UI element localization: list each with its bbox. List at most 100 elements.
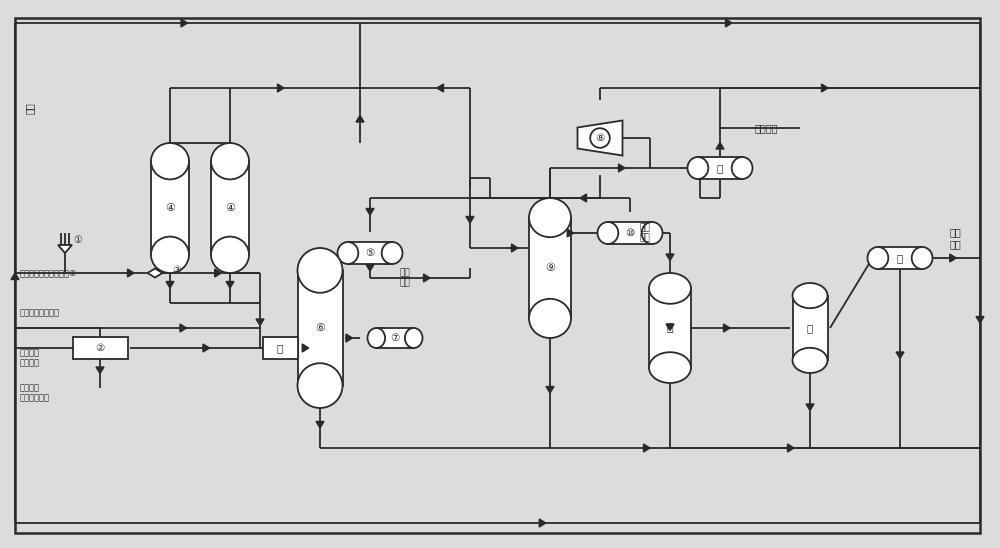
- Polygon shape: [580, 194, 586, 202]
- Polygon shape: [618, 164, 625, 172]
- Polygon shape: [788, 444, 794, 452]
- Ellipse shape: [211, 237, 249, 273]
- Text: ⑪: ⑪: [717, 163, 723, 173]
- Text: ⑧: ⑧: [595, 133, 605, 143]
- Polygon shape: [567, 229, 574, 237]
- Ellipse shape: [649, 352, 691, 383]
- Polygon shape: [128, 269, 134, 277]
- Text: 净化水自酸性水汽提来③: 净化水自酸性水汽提来③: [20, 269, 78, 277]
- Polygon shape: [896, 352, 904, 358]
- Bar: [298, 270, 342, 386]
- Polygon shape: [724, 324, 730, 332]
- Polygon shape: [316, 421, 324, 428]
- Ellipse shape: [151, 143, 189, 179]
- Polygon shape: [181, 19, 188, 27]
- Bar: [649, 288, 691, 368]
- Bar: [529, 218, 571, 318]
- Polygon shape: [512, 244, 518, 252]
- Polygon shape: [725, 19, 732, 27]
- Polygon shape: [203, 344, 210, 352]
- Polygon shape: [356, 116, 364, 122]
- Ellipse shape: [792, 348, 828, 373]
- Polygon shape: [58, 245, 72, 253]
- Text: ⑭: ⑭: [897, 253, 903, 263]
- Polygon shape: [166, 282, 174, 288]
- Bar: [878, 247, 922, 269]
- Text: ⑦: ⑦: [390, 333, 400, 343]
- Polygon shape: [716, 142, 724, 149]
- Ellipse shape: [792, 283, 828, 308]
- Polygon shape: [806, 404, 814, 410]
- Text: 净化水自
酸性水汽提来: 净化水自 酸性水汽提来: [20, 383, 50, 403]
- Bar: [262, 337, 298, 359]
- Polygon shape: [424, 274, 430, 282]
- Polygon shape: [666, 324, 674, 330]
- Ellipse shape: [298, 363, 342, 408]
- Bar: [608, 222, 652, 244]
- Text: ⑫: ⑫: [667, 323, 673, 333]
- Polygon shape: [180, 324, 186, 332]
- Ellipse shape: [912, 247, 932, 269]
- Ellipse shape: [151, 237, 189, 273]
- Polygon shape: [96, 367, 104, 374]
- Text: ①: ①: [73, 235, 82, 245]
- Text: ⑤: ⑤: [365, 248, 375, 258]
- Polygon shape: [466, 216, 474, 223]
- Ellipse shape: [382, 242, 402, 264]
- Ellipse shape: [368, 328, 385, 348]
- Bar: [348, 242, 392, 264]
- Text: ⑮: ⑮: [277, 343, 283, 353]
- Polygon shape: [61, 247, 69, 253]
- Text: ⑬: ⑬: [807, 323, 813, 333]
- Polygon shape: [644, 444, 650, 452]
- Ellipse shape: [868, 247, 888, 269]
- Polygon shape: [821, 84, 828, 92]
- Text: ③: ③: [172, 265, 181, 275]
- Bar: [151, 161, 189, 255]
- Polygon shape: [546, 386, 554, 393]
- Polygon shape: [215, 269, 221, 277]
- Polygon shape: [950, 254, 956, 262]
- Polygon shape: [256, 319, 264, 326]
- Circle shape: [590, 128, 610, 148]
- Bar: [376, 328, 414, 348]
- Text: ②: ②: [95, 343, 105, 353]
- Text: 含硫
污水: 含硫 污水: [950, 227, 962, 249]
- Polygon shape: [366, 208, 374, 215]
- Ellipse shape: [211, 143, 249, 179]
- Bar: [698, 157, 742, 179]
- Bar: [72, 337, 128, 359]
- Polygon shape: [278, 84, 284, 92]
- Text: ⑥: ⑥: [315, 323, 325, 333]
- Text: ④: ④: [225, 203, 235, 213]
- Polygon shape: [366, 265, 374, 271]
- Bar: [792, 295, 828, 361]
- Text: 含硫污水: 含硫污水: [755, 123, 778, 133]
- Polygon shape: [539, 519, 546, 527]
- Polygon shape: [11, 273, 19, 279]
- Ellipse shape: [298, 248, 342, 293]
- Polygon shape: [148, 269, 162, 277]
- Text: ⑨: ⑨: [545, 263, 555, 273]
- Polygon shape: [437, 84, 444, 92]
- Ellipse shape: [405, 328, 422, 348]
- Ellipse shape: [529, 198, 571, 237]
- Polygon shape: [578, 121, 622, 156]
- Text: 低压蒸汽自管网来: 低压蒸汽自管网来: [20, 309, 60, 317]
- Text: 含硫
污水: 含硫 污水: [400, 269, 411, 288]
- Ellipse shape: [649, 273, 691, 304]
- Text: ⑩: ⑩: [625, 228, 635, 238]
- Ellipse shape: [529, 299, 571, 338]
- Polygon shape: [302, 344, 309, 352]
- Text: 冷却焦水
循环使用: 冷却焦水 循环使用: [20, 349, 40, 368]
- Polygon shape: [226, 282, 234, 288]
- Ellipse shape: [688, 157, 708, 179]
- Polygon shape: [666, 254, 674, 260]
- Polygon shape: [976, 317, 984, 323]
- Polygon shape: [346, 334, 352, 342]
- Ellipse shape: [642, 222, 662, 244]
- Bar: [211, 161, 249, 255]
- Text: 含硫
污水: 含硫 污水: [640, 223, 651, 243]
- Text: 蒸汽: 蒸汽: [25, 102, 35, 114]
- Ellipse shape: [598, 222, 618, 244]
